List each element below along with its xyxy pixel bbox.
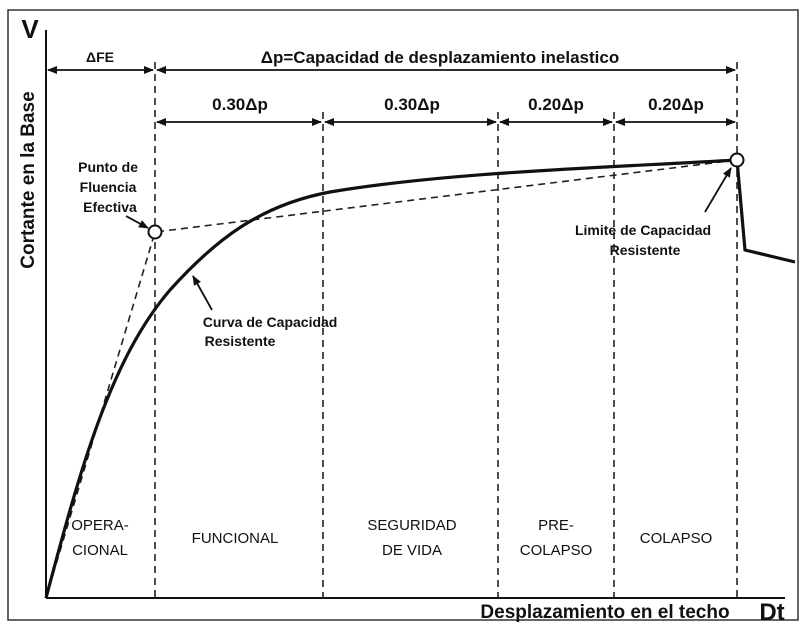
span-label: ΔFE xyxy=(86,49,114,65)
span-label: Δp=Capacidad de desplazamiento inelastic… xyxy=(261,48,619,67)
frame xyxy=(7,9,799,621)
annotation-arrow xyxy=(192,275,213,311)
yield-point xyxy=(147,224,163,240)
zone-label: FUNCIONAL xyxy=(192,530,279,547)
span-label: 0.30Δp xyxy=(212,95,268,114)
capacity-curve xyxy=(44,158,796,599)
zone-dividers xyxy=(154,62,738,598)
span-arrows xyxy=(47,66,736,126)
span-label: 0.20Δp xyxy=(528,95,584,114)
x-label: Desplazamiento en el techo xyxy=(480,602,729,623)
x-symbol: Dt xyxy=(759,599,784,626)
limit-annotation: Limite de Capacidad Resistente xyxy=(575,222,715,258)
zone-label: PRE-COLAPSO xyxy=(520,517,593,559)
annotation-arrow xyxy=(704,167,732,213)
span-label: 0.20Δp xyxy=(648,95,704,114)
zone-label: OPERA-CIONAL xyxy=(71,517,129,559)
span-label: 0.30Δp xyxy=(384,95,440,114)
zone-label: SEGURIDAD DE VIDA xyxy=(367,517,456,559)
annotation-arrow xyxy=(125,215,149,229)
yield-annotation: Punto de Fluencia Efectiva xyxy=(78,159,142,215)
zone-label: COLAPSO xyxy=(640,530,713,547)
curve-annotation: Curva de Capacidad Resistente xyxy=(203,314,342,349)
bilinear-idealization xyxy=(45,159,738,599)
y-symbol: V xyxy=(21,14,39,44)
y-label: Cortante en la Base xyxy=(18,91,39,268)
limit-point xyxy=(729,152,745,168)
